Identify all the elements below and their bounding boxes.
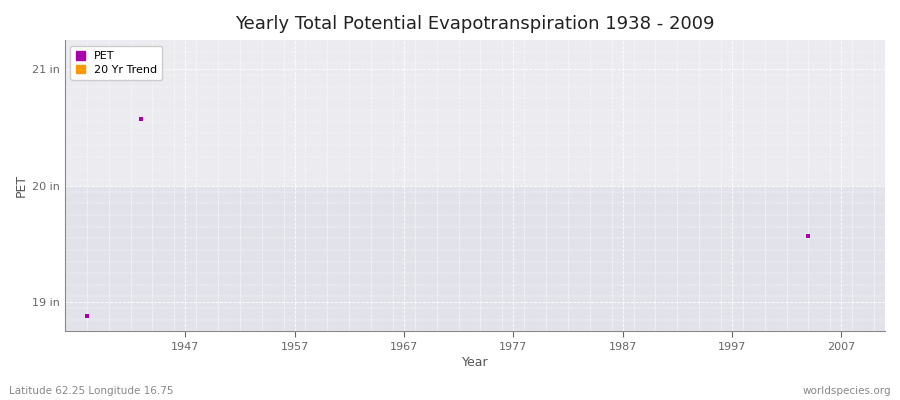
Title: Yearly Total Potential Evapotranspiration 1938 - 2009: Yearly Total Potential Evapotranspiratio… bbox=[235, 15, 715, 33]
Point bbox=[134, 116, 148, 122]
X-axis label: Year: Year bbox=[462, 356, 489, 369]
Bar bbox=[65, 40, 885, 186]
Legend: PET, 20 Yr Trend: PET, 20 Yr Trend bbox=[70, 46, 163, 80]
Point bbox=[801, 233, 815, 239]
Text: Latitude 62.25 Longitude 16.75: Latitude 62.25 Longitude 16.75 bbox=[9, 386, 174, 396]
Y-axis label: PET: PET bbox=[15, 174, 28, 197]
Bar bbox=[65, 186, 885, 332]
Point bbox=[79, 313, 94, 320]
Text: worldspecies.org: worldspecies.org bbox=[803, 386, 891, 396]
